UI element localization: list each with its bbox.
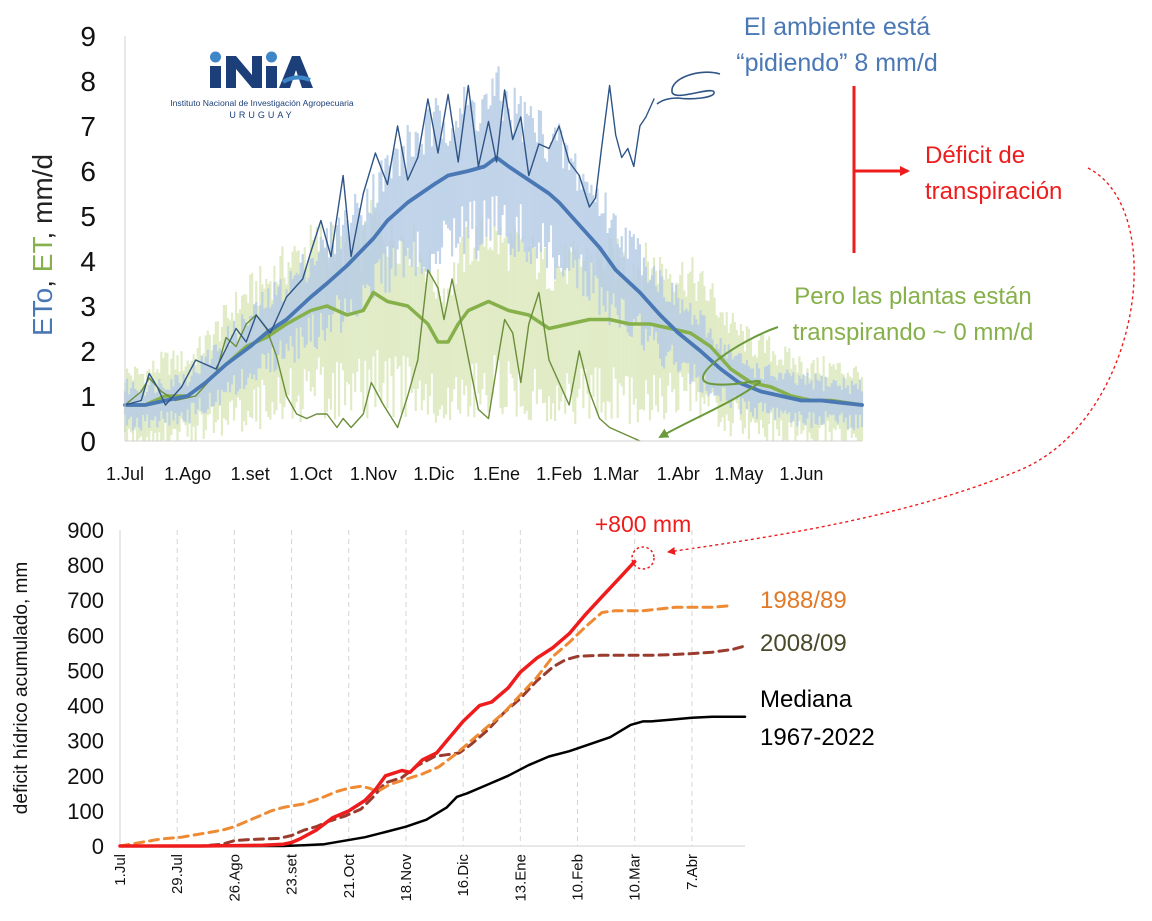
bottom-x-tick-21.Oct: 21.Oct: [341, 853, 358, 898]
bottom-x-tick-13.Ene: 13.Ene: [512, 854, 529, 902]
bottom-x-tick-18.Nov: 18.Nov: [398, 854, 415, 902]
eto-current-line: [124, 84, 655, 406]
et-note-line1: Pero las plantas están: [794, 283, 1031, 310]
et-current-line: [124, 269, 641, 442]
label-1988: 1988/89: [760, 587, 847, 614]
top-y-axis-label: ETo, ET, mm/d: [27, 154, 58, 336]
bottom-x-tick-1.Jul: 1.Jul: [112, 854, 129, 886]
bottom-y-tick-300: 300: [67, 729, 104, 754]
logo-swoosh: [281, 75, 311, 84]
top-y-tick-5: 5: [80, 201, 96, 232]
top-x-tick-1.Ago: 1.Ago: [164, 464, 211, 484]
logo-country: URUGUAY: [229, 110, 294, 120]
label-median-line2: 1967-2022: [760, 724, 875, 751]
bottom-x-tick-16.Dic: 16.Dic: [455, 854, 472, 897]
ylabel-sep: ,: [27, 272, 58, 288]
deficit-2008-line: [118, 644, 747, 848]
bottom-y-tick-600: 600: [67, 623, 104, 648]
bottom-x-tick-10.Mar: 10.Mar: [627, 854, 644, 901]
top-y-tick-9: 9: [80, 21, 96, 52]
top-y-tick-7: 7: [80, 111, 96, 142]
deficit-median-line: [118, 715, 747, 848]
eto-note-line1: El ambiente está: [744, 13, 930, 41]
bottom-y-axis-label: deficit hídrico acumulado, mm: [11, 562, 32, 814]
et-note-line2: transpirando ~ 0 mm/d: [793, 319, 1034, 346]
bottom-x-tick-29.Jul: 29.Jul: [169, 854, 186, 894]
top-x-tick-1.Oct: 1.Oct: [289, 464, 332, 484]
eto-note-squiggle: [656, 71, 721, 105]
bottom-series-group: [118, 559, 747, 848]
bottom-y-tick-200: 200: [67, 764, 104, 789]
deficit-2022-line: [118, 559, 637, 848]
top-y-tick-labels: 0 1 2 3 4 5 6 7 8 9: [80, 21, 96, 457]
bottom-y-tick-500: 500: [67, 658, 104, 683]
top-y-tick-8: 8: [80, 66, 96, 97]
top-y-tick-0: 0: [80, 426, 96, 457]
top-variability-bands: [123, 66, 864, 441]
bottom-y-tick-400: 400: [67, 694, 104, 719]
label-2008: 2008/09: [760, 630, 847, 657]
deficit-connector: [667, 167, 1135, 555]
deficit-chart: 0 100 200 300 400 500 600 700 800 900 1.Jul 29.Jul…: [11, 511, 875, 902]
label-median-line1: Mediana: [760, 686, 853, 713]
bottom-y-tick-100: 100: [67, 799, 104, 824]
top-x-tick-1.Feb: 1.Feb: [536, 464, 582, 484]
bottom-y-tick-700: 700: [67, 588, 104, 613]
total-marker-circle: [631, 546, 655, 570]
logo-letter-n: [226, 56, 262, 88]
bottom-y-tick-900: 900: [67, 518, 104, 543]
top-y-tick-4: 4: [80, 246, 96, 277]
top-x-tick-1.Jun: 1.Jun: [779, 464, 823, 484]
bottom-gridlines: [176, 530, 693, 846]
top-x-tick-1.Ene: 1.Ene: [473, 464, 520, 484]
deficit-1988-line: [118, 604, 735, 848]
ylabel-et: ET: [27, 237, 58, 273]
bottom-x-tick-10.Feb: 10.Feb: [570, 854, 587, 901]
total-label: +800 mm: [595, 511, 692, 537]
top-x-tick-1.Dic: 1.Dic: [413, 464, 454, 484]
bottom-y-tick-800: 800: [67, 553, 104, 578]
bottom-x-tick-23.set: 23.set: [284, 853, 301, 895]
bottom-y-tick-0: 0: [92, 834, 104, 859]
logo-dot-i2: [266, 51, 277, 63]
bottom-x-tick-labels: 1.Jul 29.Jul 26.Ago 23.set 21.Oct 18.Nov 16.Di…: [112, 853, 701, 901]
eto-et-chart: 0 1 2 3 4 5 6 7 8 9 1.Jul 1.Ago 1.set 1.Oct 1.Nov 1.Di…: [27, 13, 1062, 484]
top-x-tick-1.Jul: 1.Jul: [106, 464, 144, 484]
ylabel-eto: ETo: [27, 288, 58, 336]
top-x-tick-1.set: 1.set: [231, 464, 270, 484]
deficit-bracket: [852, 86, 910, 253]
deficit-note-line2: transpiración: [925, 178, 1062, 205]
top-y-tick-1: 1: [80, 381, 96, 412]
bottom-x-tick-7.Abr: 7.Abr: [684, 854, 701, 890]
top-y-tick-3: 3: [80, 291, 96, 322]
logo-subtitle: Instituto Nacional de Investigación Agro…: [170, 98, 354, 108]
top-x-tick-1.Abr: 1.Abr: [657, 464, 700, 484]
top-y-tick-2: 2: [80, 336, 96, 367]
et-note-pointer: [658, 326, 779, 438]
bottom-y-tick-labels: 0 100 200 300 400 500 600 700 800 900: [67, 518, 104, 859]
bottom-x-tick-26.Ago: 26.Ago: [226, 854, 243, 902]
deficit-note-line1: Déficit de: [925, 142, 1025, 169]
logo-dot-i1: [210, 51, 221, 63]
top-x-tick-1.Mar: 1.Mar: [593, 464, 639, 484]
top-y-tick-6: 6: [80, 156, 96, 187]
top-x-tick-1.May: 1.May: [714, 464, 763, 484]
ylabel-unit: , mm/d: [27, 154, 58, 240]
logo-bar-i1: [210, 66, 221, 88]
inia-logo: Instituto Nacional de Investigación Agro…: [170, 51, 354, 120]
top-x-tick-labels: 1.Jul 1.Ago 1.set 1.Oct 1.Nov 1.Dic 1.Ene 1.Feb…: [106, 464, 823, 484]
top-x-tick-1.Nov: 1.Nov: [350, 464, 397, 484]
eto-note-line2: “pidiendo” 8 mm/d: [736, 49, 937, 77]
logo-bar-i2: [266, 66, 277, 88]
